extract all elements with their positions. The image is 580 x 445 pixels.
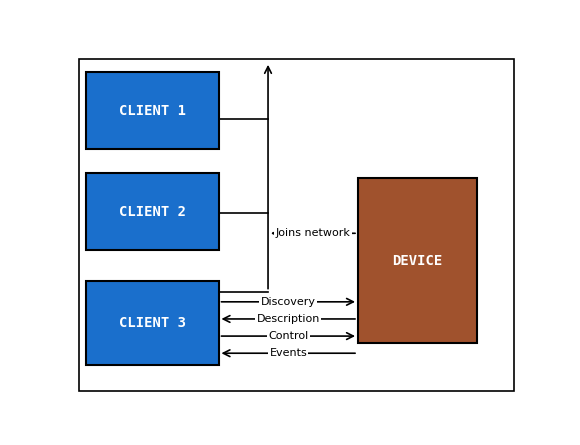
Text: Control: Control — [268, 331, 309, 341]
Text: CLIENT 3: CLIENT 3 — [119, 316, 186, 330]
Text: Joins network: Joins network — [276, 228, 350, 238]
Text: CLIENT 1: CLIENT 1 — [119, 104, 186, 118]
Bar — [358, 178, 477, 343]
Bar — [86, 72, 219, 150]
Bar — [86, 281, 219, 365]
Bar — [86, 173, 219, 251]
Text: CLIENT 2: CLIENT 2 — [119, 205, 186, 219]
Text: DEVICE: DEVICE — [392, 254, 443, 268]
Text: Description: Description — [256, 314, 320, 324]
Text: Events: Events — [269, 348, 307, 358]
Text: Discovery: Discovery — [261, 297, 316, 307]
